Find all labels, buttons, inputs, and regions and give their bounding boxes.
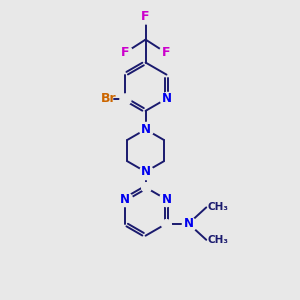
Text: N: N — [120, 193, 130, 206]
Text: N: N — [184, 217, 194, 230]
Text: CH₃: CH₃ — [208, 235, 229, 245]
Text: F: F — [141, 10, 150, 22]
Text: Br: Br — [101, 92, 116, 105]
Text: N: N — [141, 123, 151, 136]
Text: CH₃: CH₃ — [208, 202, 229, 212]
Text: F: F — [162, 46, 170, 59]
Text: N: N — [161, 193, 172, 206]
Text: F: F — [121, 46, 129, 59]
Text: N: N — [141, 165, 151, 178]
Text: N: N — [162, 92, 172, 105]
